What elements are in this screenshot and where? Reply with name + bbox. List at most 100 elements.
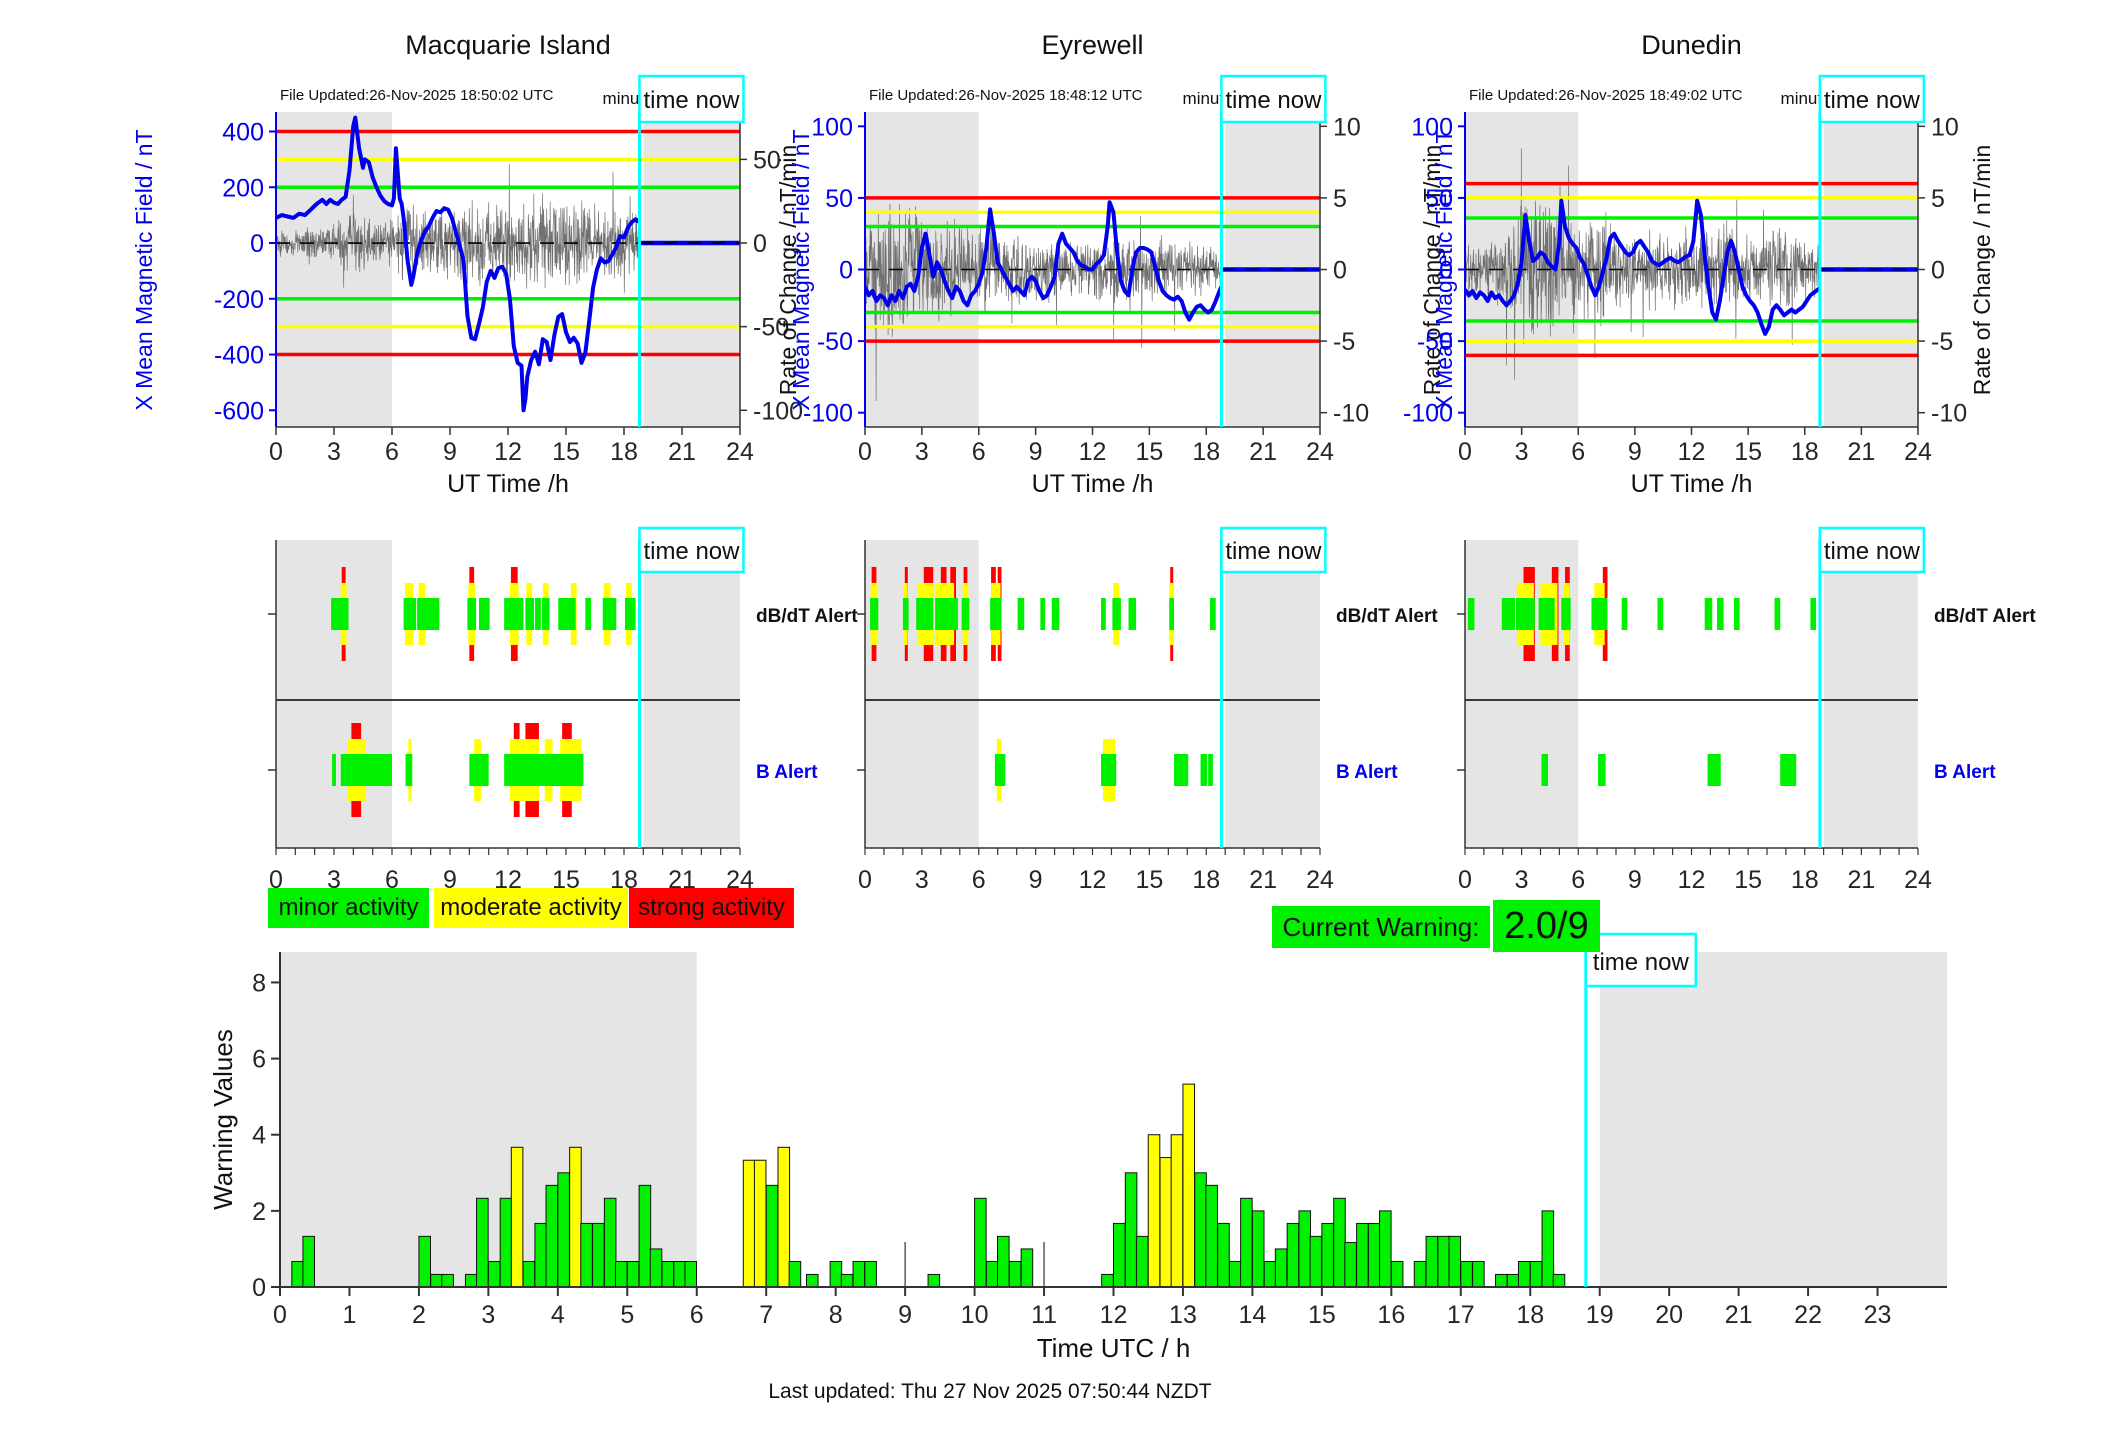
warning-bar [684, 1260, 698, 1288]
x-tick-label: 18 [1791, 438, 1819, 466]
warning-bar [1159, 1157, 1173, 1288]
warning-bar [580, 1222, 593, 1288]
y-axis-label-right: Rate of Change / nT/min [775, 145, 801, 396]
warning-bar [1541, 1210, 1555, 1288]
alert-x-tick-label: 12 [1678, 866, 1706, 894]
alert-row-label: B Alert [1336, 762, 1398, 783]
green-alert-bar [990, 598, 1002, 630]
no-data-region [643, 112, 740, 427]
y-axis-label-left: X Mean Magnetic Field / nT [788, 129, 814, 410]
green-alert-bar [1561, 598, 1571, 630]
warning-bar [997, 1235, 1010, 1288]
warning-bar [614, 1260, 628, 1288]
warning-bar [1529, 1260, 1543, 1288]
warning-bar [1124, 1172, 1138, 1288]
legend-minor-activity: minor activity [268, 888, 429, 928]
x-tick-label: 3 [915, 438, 929, 466]
warning-bar [522, 1260, 536, 1288]
x-tick-label: 3 [1515, 438, 1529, 466]
minute-resolution-trace [1465, 148, 1821, 380]
warning-bar [1379, 1210, 1392, 1288]
alert-x-tick-label: 0 [858, 866, 872, 894]
green-alert-bar [1733, 598, 1740, 630]
green-alert-bar [467, 598, 477, 630]
time-now-text: time now [1824, 538, 1921, 565]
mean-field-line [276, 115, 641, 413]
warning-bar [1309, 1235, 1323, 1288]
y-tick-label: 6 [252, 1046, 266, 1074]
green-alert-bar [558, 598, 576, 630]
right-tick-label: -5 [1333, 328, 1355, 356]
y-axis-label-right: Rate of Change / nT/min [1419, 145, 1445, 396]
warning-bar [1228, 1260, 1242, 1288]
left-tick-label: -200 [214, 286, 264, 314]
warning-bar [864, 1260, 877, 1288]
warning-bar [418, 1235, 431, 1288]
time-now-box [1818, 526, 1926, 574]
green-alert-bar [1051, 598, 1060, 630]
y-tick-label: 8 [252, 969, 266, 997]
green-alert-bar [602, 598, 617, 630]
warning-bar [569, 1146, 582, 1288]
green-alert-bar [1704, 598, 1713, 630]
warning-bar [534, 1222, 547, 1288]
right-tick-label: 0 [1333, 257, 1347, 285]
x-axis-label: UT Time /h [1631, 470, 1753, 498]
station-chart-macquarie-island: 400 200 0 -200 -400 -600 50 0 -50 -100 0 3 6 9 12 15 18 2… [131, 30, 803, 498]
x-tick-label: 22 [1794, 1301, 1822, 1329]
warning-bar [626, 1260, 640, 1288]
green-alert-bar [1707, 754, 1721, 786]
green-alert-bar [1538, 598, 1555, 630]
left-tick-label: -100 [1403, 400, 1453, 428]
alert-x-tick-label: 12 [1079, 866, 1107, 894]
file-updated-text: File Updated:26-Nov-2025 18:49:02 UTC [1469, 87, 1743, 104]
warning-bar [557, 1172, 570, 1288]
time-now-box [1220, 74, 1327, 124]
warning-bar [1286, 1222, 1300, 1288]
file-updated-text: File Updated:26-Nov-2025 18:50:02 UTC [280, 87, 554, 104]
green-alert-bar [1017, 598, 1025, 630]
warning-bar [603, 1197, 617, 1288]
warning-bar [1217, 1222, 1230, 1288]
left-tick-label: 100 [1411, 113, 1453, 141]
warning-bar [1274, 1248, 1288, 1288]
warning-bar [487, 1260, 501, 1288]
green-alert-bar [1200, 754, 1208, 786]
warning-bar [1113, 1222, 1126, 1288]
warning-bar [302, 1235, 315, 1288]
no-data-region [276, 540, 392, 848]
x-tick-label: 11 [1031, 1301, 1057, 1329]
warning-bar [753, 1159, 767, 1288]
green-alert-bar [469, 754, 489, 786]
green-alert-bar [916, 598, 934, 630]
y-tick-label: 0 [252, 1274, 266, 1302]
x-tick-label: 12 [1100, 1301, 1128, 1329]
x-tick-label: 18 [1516, 1301, 1544, 1329]
alert-x-tick-label: 3 [1515, 866, 1529, 894]
time-now-text: time now [1593, 949, 1690, 976]
alert-x-tick-label: 9 [1628, 866, 1642, 894]
right-tick-label: 0 [753, 230, 767, 258]
warning-bar [1495, 1273, 1508, 1288]
green-alert-bar [417, 598, 440, 630]
left-tick-label: 0 [1439, 257, 1453, 285]
left-tick-label: 50 [825, 185, 853, 213]
minute-resolution-trace [276, 164, 640, 293]
warning-bar [1194, 1172, 1207, 1288]
warning-bar [649, 1248, 663, 1288]
x-tick-label: 20 [1655, 1301, 1683, 1329]
left-tick-label: 50 [1425, 185, 1453, 213]
green-alert-bar [1101, 598, 1106, 630]
warning-bar [1390, 1260, 1404, 1288]
x-tick-label: 9 [1029, 438, 1043, 466]
warning-bar [1170, 1134, 1184, 1288]
green-alert-bar [1501, 598, 1516, 630]
warning-bar [1251, 1210, 1265, 1288]
green-alert-bar [535, 598, 541, 630]
station-title: Macquarie Island [405, 30, 611, 60]
warning-bar [1448, 1235, 1462, 1288]
alert-row-label: dB/dT Alert [1934, 606, 2036, 627]
right-tick-label: 5 [1931, 185, 1945, 213]
